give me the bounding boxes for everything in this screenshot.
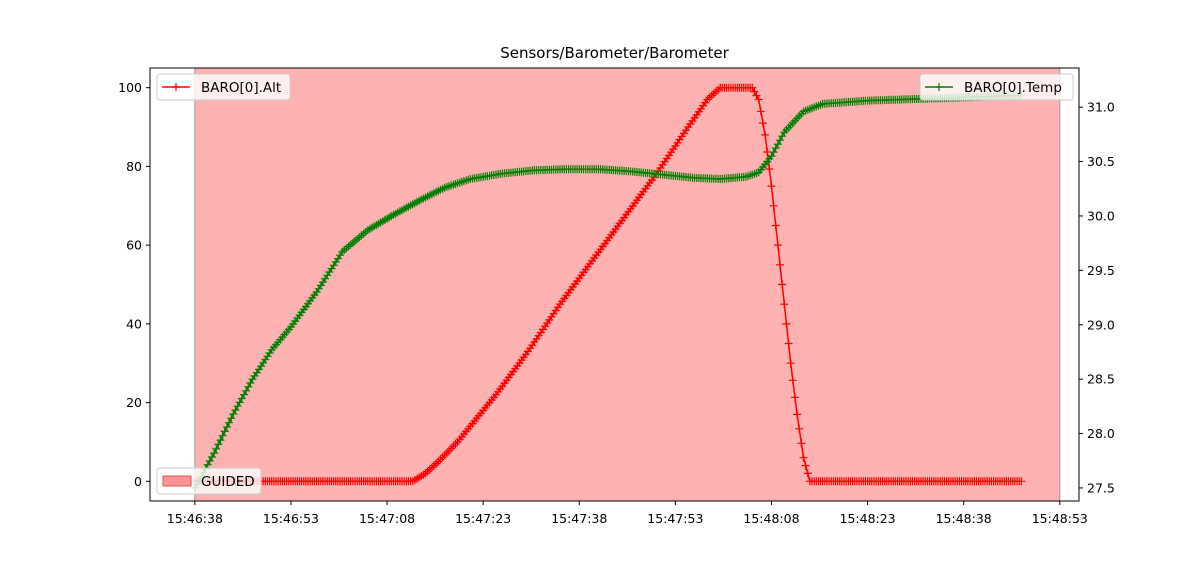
- x-tick-label: 15:47:08: [359, 511, 415, 526]
- y-left-tick-label: 20: [126, 395, 142, 410]
- legend-alt: [156, 73, 291, 101]
- x-tick-label: 15:48:08: [743, 511, 799, 526]
- legend-temp: [919, 73, 1074, 101]
- x-tick-label: 15:47:38: [551, 511, 607, 526]
- x-tick-label: 15:48:53: [1032, 511, 1088, 526]
- legend-label-temp: BARO[0].Temp: [964, 80, 1062, 96]
- legend-label-mode: GUIDED: [201, 474, 255, 490]
- y-right-tick-label: 31.0: [1087, 100, 1115, 115]
- y-left-tick-label: 40: [126, 316, 142, 331]
- y-right-tick-label: 30.0: [1087, 208, 1115, 223]
- y-right-tick-label: 30.5: [1087, 154, 1115, 169]
- y-right-tick-label: 28.5: [1087, 372, 1115, 387]
- plot-frame: [149, 67, 1080, 502]
- legend-mode-swatch: [162, 475, 192, 487]
- chart-title: Sensors/Barometer/Barometer: [500, 44, 729, 62]
- legend-marker-swatch: [935, 83, 943, 91]
- x-tick-label: 15:47:53: [647, 511, 703, 526]
- mode-shaded-region: [194, 67, 1061, 502]
- y-right-tick-label: 28.0: [1087, 426, 1115, 441]
- legend-label-alt: BARO[0].Alt: [201, 80, 281, 96]
- y-left-tick-label: 80: [126, 159, 142, 174]
- x-tick-label: 15:48:23: [840, 511, 896, 526]
- y-left-tick-label: 60: [126, 238, 142, 253]
- y-left-tick-label: 0: [134, 474, 142, 489]
- y-right-tick-label: 27.5: [1087, 480, 1115, 495]
- y-right-tick-label: 29.5: [1087, 263, 1115, 278]
- legend-marker-swatch: [172, 83, 180, 91]
- y-left-tick-label: 100: [118, 80, 142, 95]
- x-tick-label: 15:46:53: [263, 511, 319, 526]
- x-tick-label: 15:48:38: [936, 511, 992, 526]
- x-tick-label: 15:47:23: [455, 511, 511, 526]
- y-right-tick-label: 29.0: [1087, 317, 1115, 332]
- legend-mode: [156, 467, 262, 495]
- x-tick-label: 15:46:38: [167, 511, 223, 526]
